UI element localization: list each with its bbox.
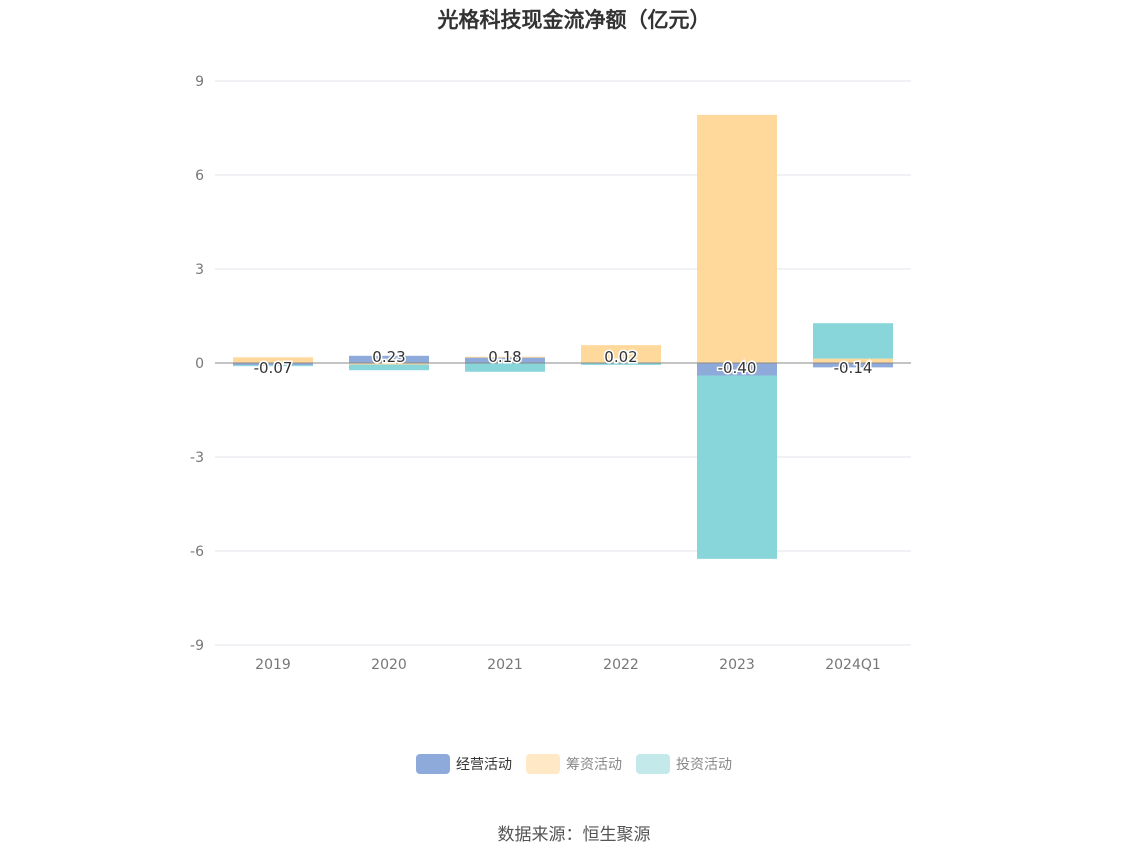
y-tick-label: 0: [195, 356, 204, 372]
legend-label-financing: 筹资活动: [566, 757, 622, 773]
bar-segment[interactable]: [349, 363, 429, 365]
legend-label-investing: 投资活动: [676, 757, 732, 773]
bar-segment[interactable]: [349, 355, 429, 363]
bar-segment[interactable]: [697, 375, 777, 559]
y-tick-label: -9: [190, 638, 204, 654]
bar-segment[interactable]: [233, 357, 313, 363]
data-label: -0.07: [254, 359, 293, 377]
legend-swatch-investing: [636, 754, 670, 774]
x-tick-label: 2019: [255, 657, 291, 673]
data-label: 0.18: [488, 348, 521, 366]
bar-segment[interactable]: [813, 323, 893, 359]
axis-labels-layer: 9 6 3 0 -3 -6 -9 2019 2020 2021 2022 2023 2024Q1: [190, 74, 881, 673]
bar-segment[interactable]: [233, 363, 313, 366]
bar-segment[interactable]: [581, 363, 661, 365]
data-label: 0.23: [372, 348, 405, 366]
x-tick-label: 2024Q1: [825, 657, 881, 673]
y-tick-label: -3: [190, 450, 204, 466]
bar-segment[interactable]: [349, 364, 429, 371]
x-tick-label: 2022: [603, 657, 639, 673]
bar-segment[interactable]: [465, 363, 545, 372]
legend-item-investing[interactable]: 投资活动: [636, 754, 732, 774]
bar-segment[interactable]: [581, 345, 661, 363]
legend: 经营活动 筹资活动 投资活动: [0, 754, 1148, 774]
data-label: -0.40: [718, 359, 757, 377]
x-tick-label: 2020: [371, 657, 407, 673]
bar-segment[interactable]: [465, 357, 545, 363]
legend-label-operating: 经营活动: [456, 757, 512, 773]
y-tick-label: 3: [195, 262, 204, 278]
bar-segment[interactable]: [697, 114, 777, 363]
legend-item-operating[interactable]: 经营活动: [416, 754, 512, 774]
x-tick-label: 2021: [487, 657, 523, 673]
data-source-note: 数据来源：恒生聚源: [497, 825, 651, 845]
bar-segment[interactable]: [813, 363, 893, 368]
y-tick-label: -6: [190, 544, 204, 560]
bar-segment[interactable]: [813, 358, 893, 363]
chart-title: 光格科技现金流净额（亿元）: [437, 8, 711, 32]
bar-segment[interactable]: [697, 363, 777, 376]
data-label: -0.14: [834, 359, 873, 377]
bars-layer: [233, 114, 893, 559]
data-labels-layer: -0.07 0.23 0.18 0.02 -0.40 -0.14: [252, 347, 874, 379]
y-tick-label: 6: [195, 168, 204, 184]
legend-swatch-operating: [416, 754, 450, 774]
bar-segment[interactable]: [233, 365, 313, 367]
chart-plot: -0.07 0.23 0.18 0.02 -0.40 -0.14 9 6 3 0 -3 -6 -9 20…: [190, 74, 911, 673]
legend-item-financing[interactable]: 筹资活动: [526, 754, 622, 774]
grid-layer: [215, 80, 911, 646]
x-tick-label: 2023: [719, 657, 755, 673]
legend-swatch-financing: [526, 754, 560, 774]
data-label: 0.02: [604, 348, 637, 366]
y-tick-label: 9: [195, 74, 204, 90]
bar-segment[interactable]: [465, 356, 545, 358]
